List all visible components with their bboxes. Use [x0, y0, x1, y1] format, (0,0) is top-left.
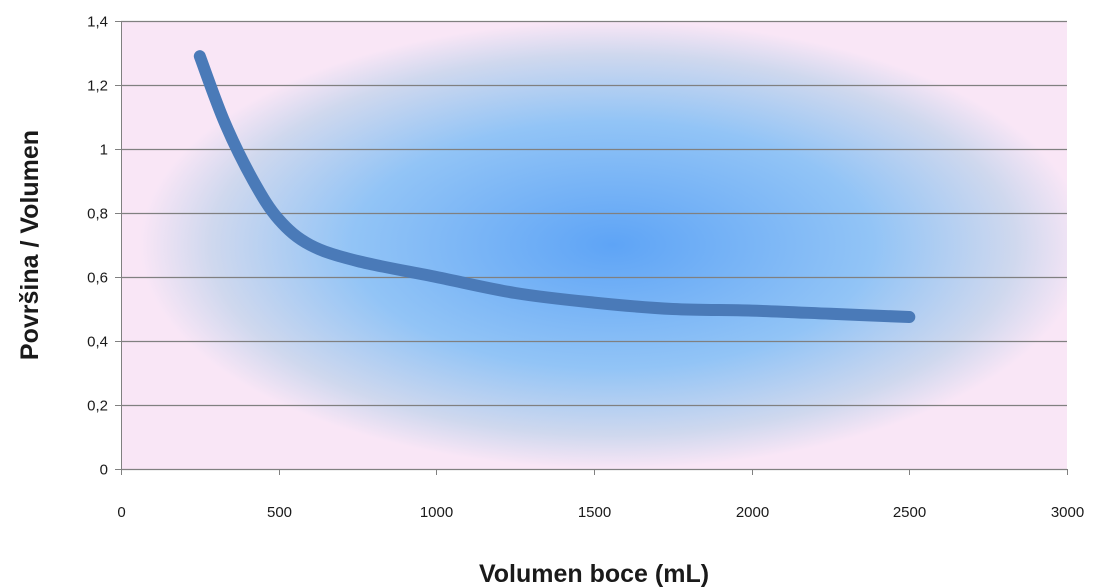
x-tick-label: 1500: [578, 504, 611, 521]
x-tick-labels: 0 500 1000 1500 2000 2500 3000: [117, 504, 1084, 521]
y-tick-labels: 0 0,2 0,4 0,6 0,8 1 1,2 1,4: [87, 14, 108, 479]
x-tick-label: 0: [117, 504, 125, 521]
series-line: [193, 50, 916, 323]
y-tick-label: 0: [100, 462, 108, 479]
x-tick-label: 1000: [420, 504, 453, 521]
y-axis-title: Površina / Volumen: [16, 130, 44, 360]
x-axis-title: Volumen boce (mL): [479, 560, 709, 587]
y-tick-label: 1,4: [87, 14, 108, 31]
x-tick-label: 2500: [893, 504, 926, 521]
x-tick-label: 500: [267, 504, 292, 521]
y-tick-label: 1: [100, 142, 108, 159]
x-tick-label: 2000: [736, 504, 769, 521]
data-series: [193, 50, 916, 323]
plot-area: [121, 21, 1067, 469]
x-tick-label: 3000: [1051, 504, 1084, 521]
y-tick-label: 0,6: [87, 270, 108, 287]
y-tick-label: 0,8: [87, 206, 108, 223]
axes: [115, 21, 1068, 475]
y-tick-label: 0,2: [87, 398, 108, 415]
y-tick-label: 0,4: [87, 334, 108, 351]
y-tick-label: 1,2: [87, 78, 108, 95]
